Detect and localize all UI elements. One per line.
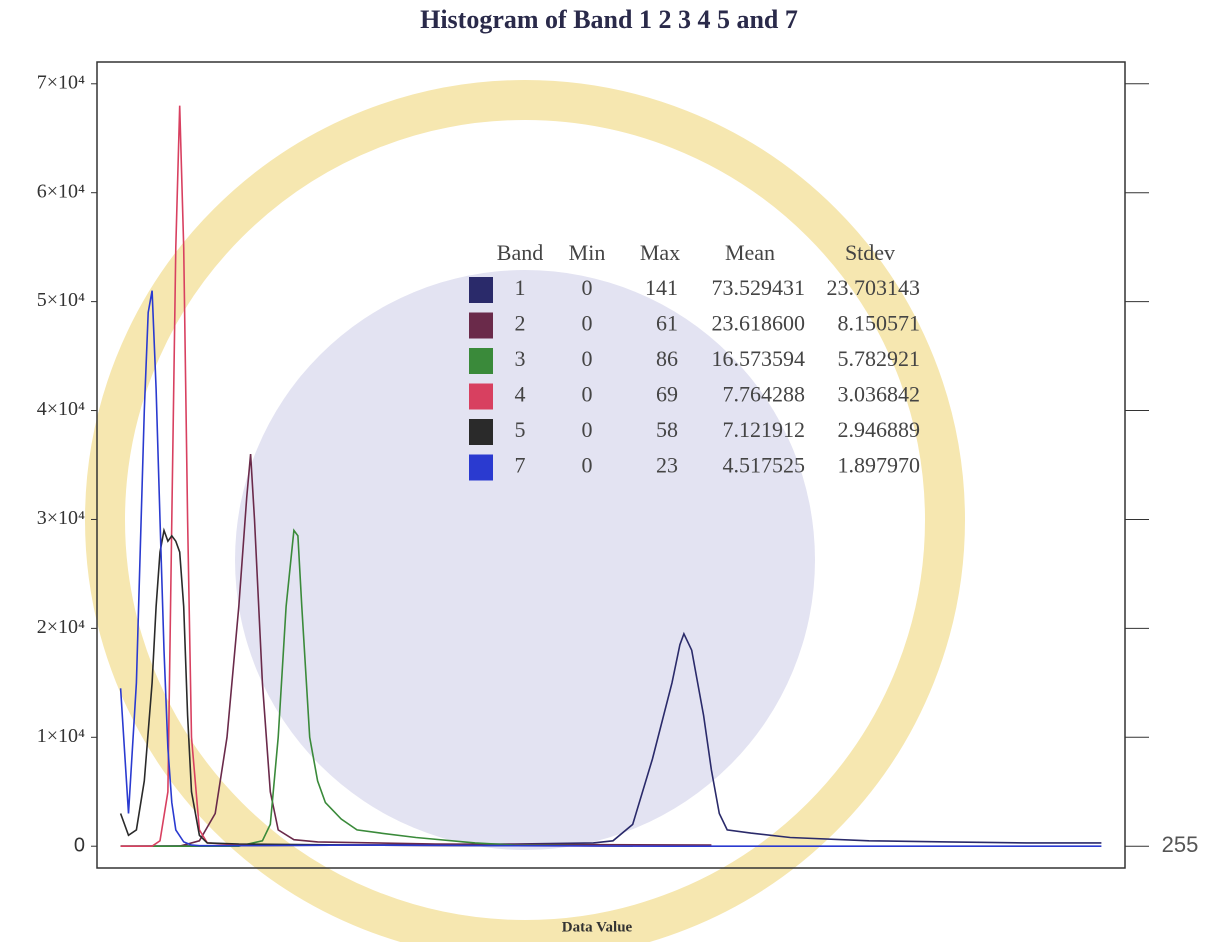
- table-cell: 0: [582, 382, 593, 407]
- table-cell: 1.897970: [838, 453, 921, 478]
- table-cell: 2.946889: [838, 417, 921, 442]
- table-cell: 23.618600: [712, 311, 806, 336]
- x-axis-label: Data Value: [562, 919, 633, 935]
- table-cell: 58: [656, 417, 678, 442]
- legend-label: 2: [515, 311, 526, 336]
- y-tick-label: 6×10⁴: [37, 180, 85, 202]
- table-cell: 8.150571: [838, 311, 921, 336]
- table-cell: 73.529431: [712, 275, 806, 300]
- legend-swatch: [469, 312, 493, 339]
- legend-swatch: [469, 383, 493, 410]
- y-tick-label: 4×10⁴: [37, 398, 85, 420]
- plot-frame: [96, 61, 1126, 869]
- table-header: Band: [497, 240, 543, 265]
- table-header: Min: [569, 240, 606, 265]
- table-cell: 0: [582, 311, 593, 336]
- series-line: [119, 527, 515, 847]
- table-cell: 7.121912: [723, 417, 806, 442]
- table-cell: 16.573594: [712, 346, 806, 371]
- y-tick-label: 2×10⁴: [37, 616, 85, 638]
- legend-label: 5: [515, 417, 526, 442]
- legend-swatch: [469, 348, 493, 374]
- table-cell: 5.782921: [838, 346, 921, 371]
- y-tick-label: 7×10⁴: [37, 71, 85, 93]
- table-cell: 0: [582, 346, 593, 371]
- table-cell: 0: [582, 453, 593, 478]
- watermark-disc: [235, 270, 815, 850]
- x-tick-label: 255: [1162, 832, 1199, 857]
- table-cell: 86: [656, 346, 678, 371]
- table-cell: 141: [645, 275, 678, 300]
- y-tick-label: 5×10⁴: [37, 289, 85, 311]
- table-cell: 23.703143: [827, 275, 921, 300]
- chart-title: Histogram of Band 1 2 3 4 5 and 7: [420, 5, 798, 34]
- table-cell: 61: [656, 311, 678, 336]
- table-header: Max: [640, 240, 680, 265]
- table-cell: 0: [582, 417, 593, 442]
- legend-label: 3: [515, 346, 526, 371]
- y-tick-label: 0: [74, 834, 85, 856]
- table-header: Mean: [725, 240, 775, 265]
- legend-swatch: [469, 454, 493, 481]
- legend-label: 4: [515, 382, 526, 407]
- y-tick-label: 3×10⁴: [37, 507, 85, 529]
- table-header: Stdev: [845, 240, 895, 265]
- table-cell: 69: [656, 382, 678, 407]
- table-cell: 3.036842: [838, 382, 921, 407]
- legend-swatch: [469, 277, 493, 303]
- table-cell: 0: [582, 275, 593, 300]
- series-line: [120, 528, 633, 847]
- legend-label: 7: [515, 453, 526, 478]
- series-line: [120, 631, 1102, 847]
- legend-label: 1: [515, 275, 526, 300]
- legend-swatch: [469, 419, 493, 445]
- series-line: [119, 290, 1102, 847]
- y-tick-label: 1×10⁴: [37, 725, 85, 747]
- series-line: [120, 454, 712, 847]
- watermark-ring: [85, 80, 965, 942]
- table-cell: 4.517525: [723, 453, 806, 478]
- table-cell: 23: [656, 453, 678, 478]
- table-cell: 7.764288: [723, 382, 806, 407]
